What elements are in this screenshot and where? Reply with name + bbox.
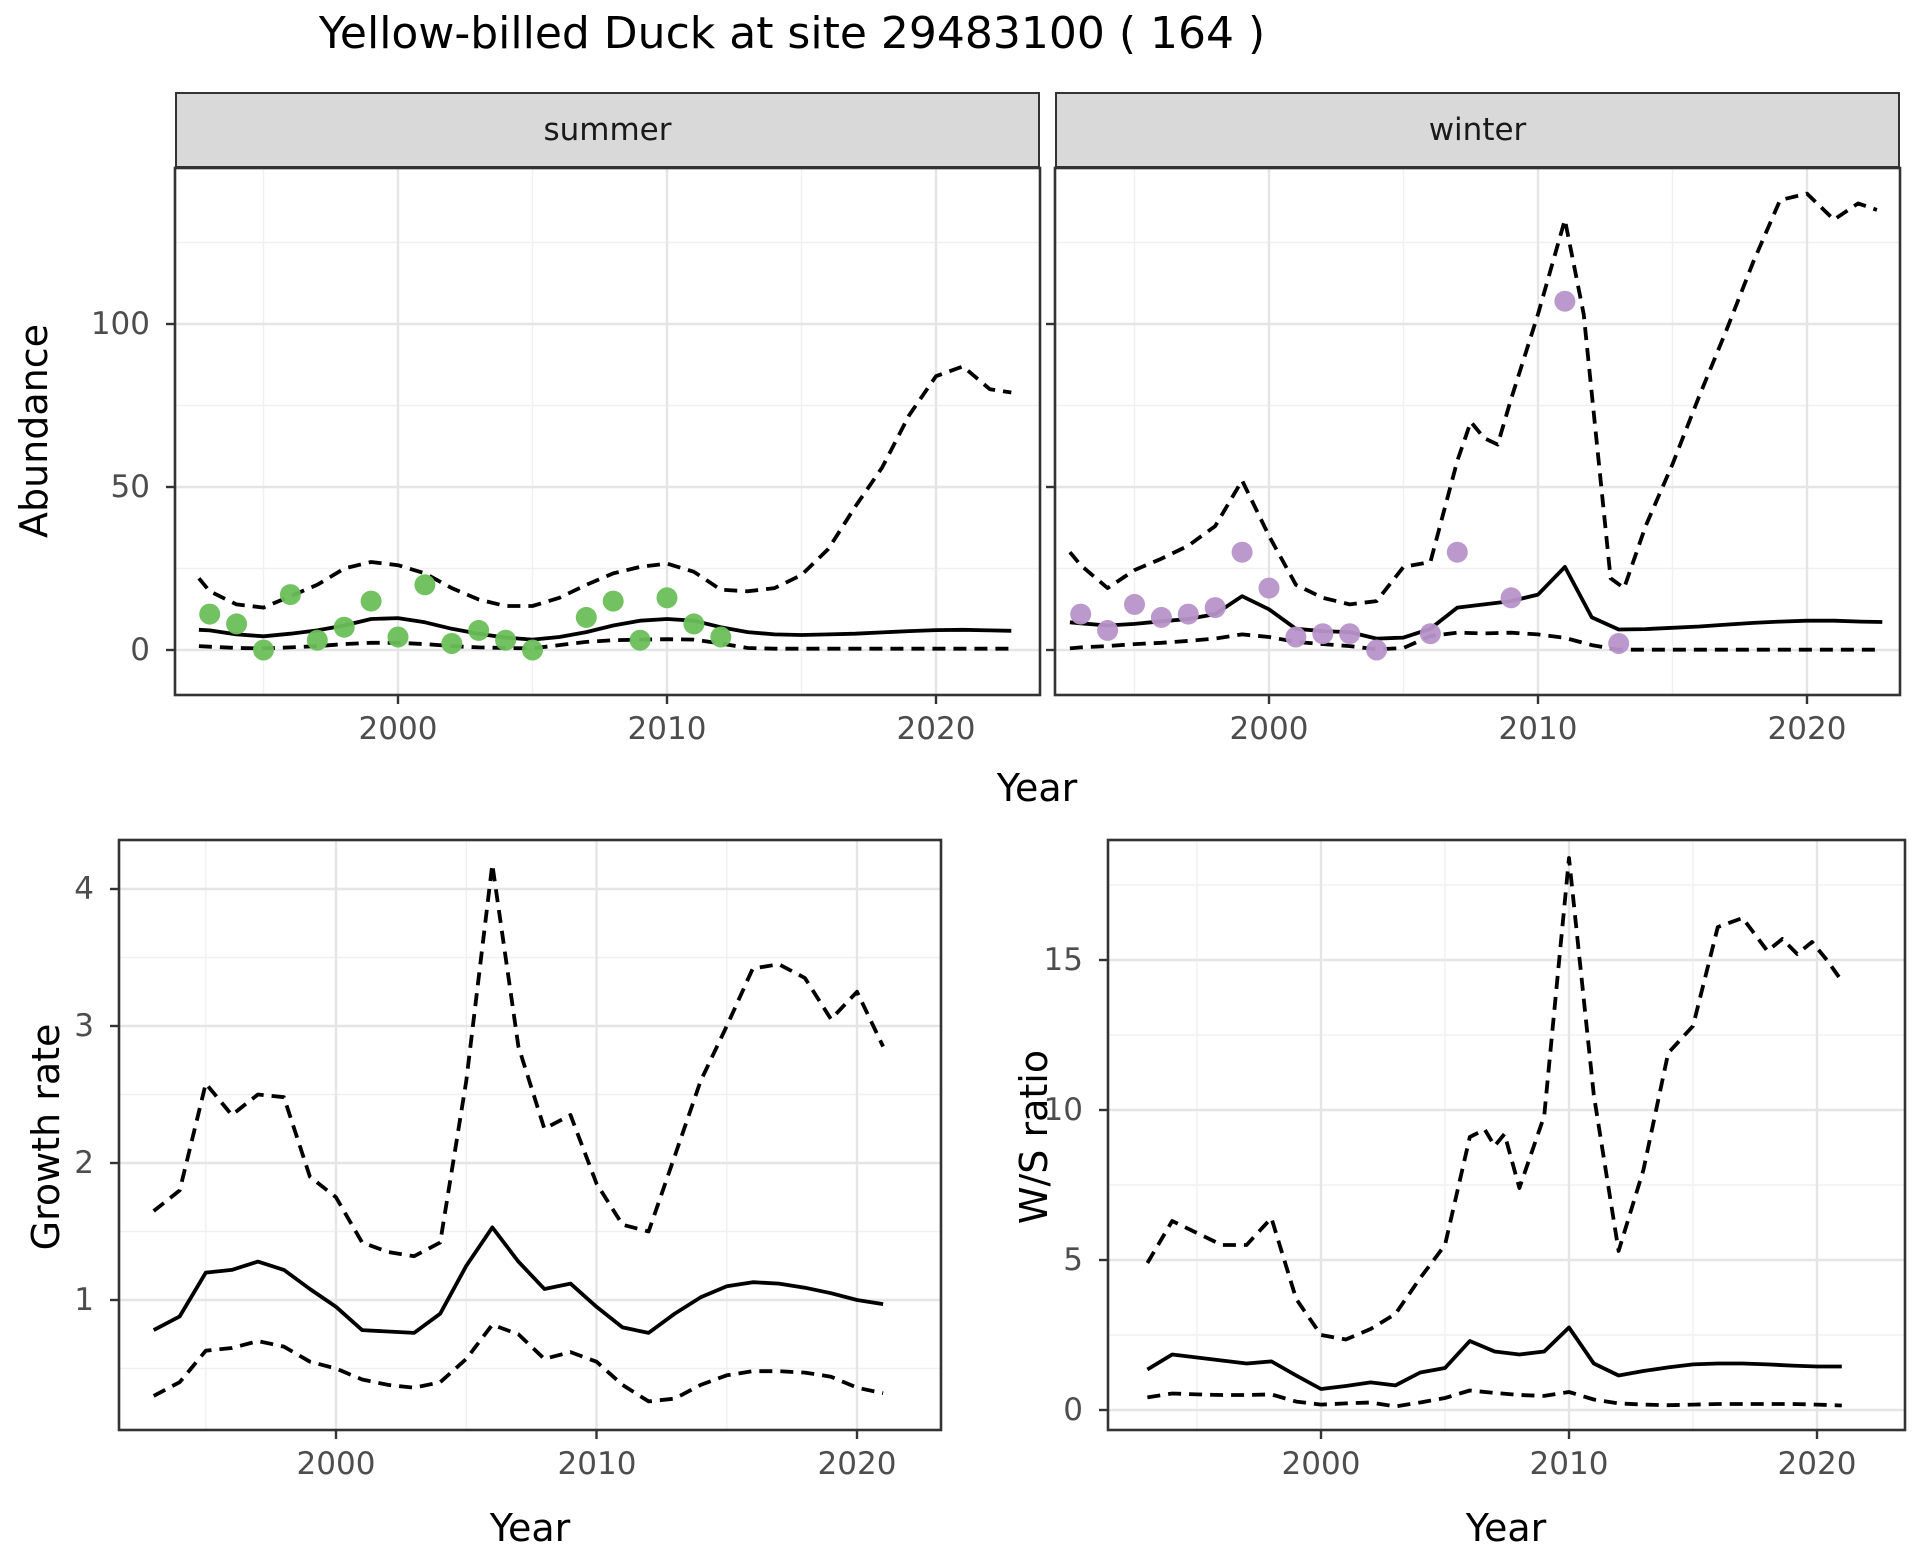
x-tick-label-winter-2010: 2010 — [1498, 711, 1578, 747]
x-tick-label-growth-2010: 2010 — [557, 1446, 637, 1482]
x-axis-title-year-bottom-right: Year — [1465, 1506, 1547, 1550]
facet-strip-summer-label: summer — [543, 112, 672, 148]
y-tick-label-growth-2: 2 — [74, 1145, 94, 1181]
x-tick-label-summer-2010: 2010 — [627, 711, 707, 747]
facet-strip-winter: winter — [1055, 92, 1900, 168]
facet-strip-summer: summer — [175, 92, 1040, 168]
x-tick-label-winter-2000: 2000 — [1229, 711, 1309, 747]
x-tick-label-ws-2000: 2000 — [1281, 1446, 1361, 1482]
x-tick-label-growth-2020: 2020 — [817, 1446, 897, 1482]
x-axis-title-year-bottom-left: Year — [489, 1506, 571, 1550]
y-axis-title-ws-ratio: W/S ratio — [1012, 1049, 1056, 1225]
x-tick-label-ws-2020: 2020 — [1777, 1446, 1857, 1482]
y-axis-title-growth-rate: Growth rate — [24, 1023, 68, 1251]
y-tick-label-summer-100: 100 — [90, 306, 150, 342]
x-tick-label-summer-2000: 2000 — [358, 711, 438, 747]
x-axis-title-year-top: Year — [996, 766, 1078, 810]
y-tick-label-growth-3: 3 — [74, 1008, 94, 1044]
y-tick-label-ws-5: 5 — [1063, 1242, 1083, 1278]
chart-title: Yellow-billed Duck at site 29483100 ( 16… — [318, 8, 1266, 59]
y-axis-title-abundance: Abundance — [12, 323, 56, 539]
y-tick-label-growth-1: 1 — [74, 1282, 94, 1318]
y-tick-label-summer-0: 0 — [130, 632, 150, 668]
y-tick-label-summer-50: 50 — [110, 469, 150, 505]
facet-strip-winter-label: winter — [1428, 112, 1527, 148]
y-tick-label-ws-0: 0 — [1063, 1392, 1083, 1428]
x-tick-label-growth-2000: 2000 — [296, 1446, 376, 1482]
y-tick-label-ws-10: 10 — [1043, 1092, 1083, 1128]
y-tick-label-ws-15: 15 — [1043, 942, 1083, 978]
x-tick-label-summer-2020: 2020 — [896, 711, 976, 747]
x-tick-label-winter-2020: 2020 — [1767, 711, 1847, 747]
x-tick-label-ws-2010: 2010 — [1529, 1446, 1609, 1482]
y-tick-label-growth-4: 4 — [74, 871, 94, 907]
